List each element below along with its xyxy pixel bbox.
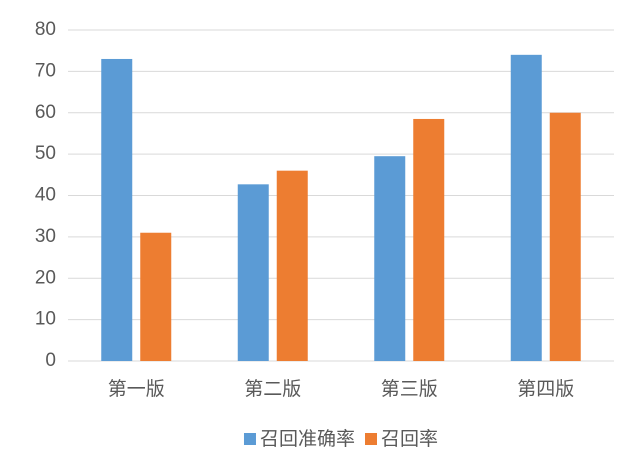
y-tick-label: 80 [35,19,56,40]
legend-swatch [365,433,377,445]
bar [413,118,445,361]
y-tick-label: 0 [45,350,56,371]
x-tick-label: 第二版 [244,378,301,400]
y-tick-label: 50 [35,143,56,164]
y-tick-label: 30 [35,226,56,247]
legend-label: 召回准确率 [260,428,355,450]
y-tick-label: 70 [35,60,56,81]
bar [140,232,172,361]
bar [276,170,308,361]
x-tick-label: 第一版 [108,378,165,400]
bar [374,156,406,361]
y-tick-label: 10 [35,309,56,330]
x-tick-label: 第四版 [517,378,574,400]
bar [101,58,133,362]
legend-item: 召回率 [365,428,438,450]
y-tick-label: 60 [35,102,56,123]
legend: 召回准确率 召回率 [243,428,438,450]
y-tick-label: 20 [35,267,56,288]
bar [549,112,581,361]
bar [510,54,542,361]
x-tick-label: 第三版 [381,378,438,400]
legend-label: 召回率 [381,428,438,450]
y-tick-label: 40 [35,185,56,206]
bar [237,184,269,361]
legend-swatch [243,433,256,445]
legend-item: 召回准确率 [243,428,355,450]
